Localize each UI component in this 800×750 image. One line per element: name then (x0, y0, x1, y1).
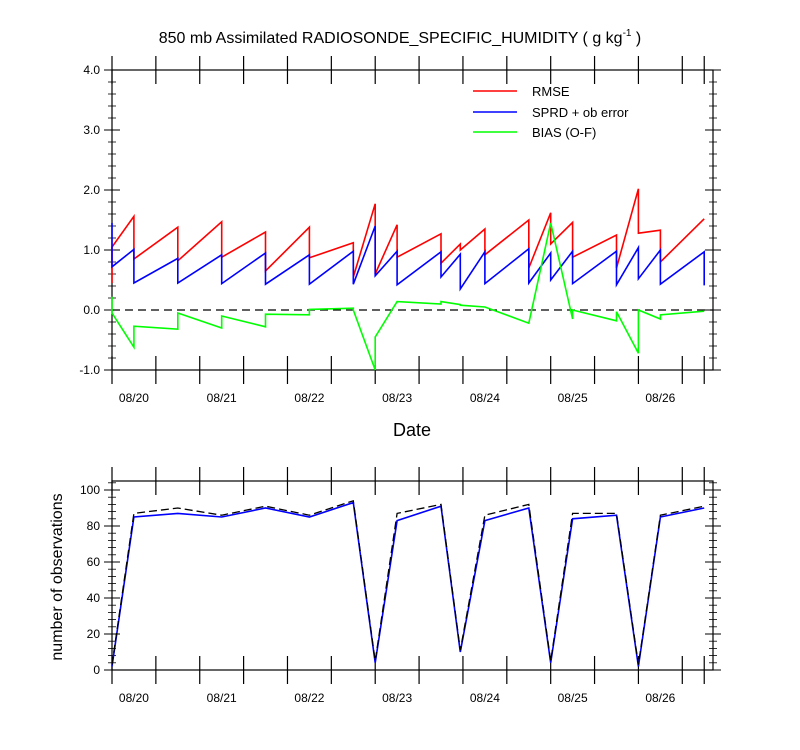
bottom-y-tick-label: 20 (87, 627, 101, 641)
top-y-tick-label: 1.0 (83, 243, 100, 257)
legend-label-bias: BIAS (O-F) (532, 125, 596, 140)
legend: RMSE SPRD + ob error BIAS (O-F) (473, 84, 629, 140)
top-y-tick-label: 2.0 (83, 183, 100, 197)
top-series-line-bias-o-f (111, 222, 705, 371)
y-axis-title-observations: number of observations (49, 493, 66, 660)
top-plot-area: -1.0 0.0 1.0 2.0 3.0 4.0 08/20 08/21 08/22 08/23 0… (79, 56, 721, 405)
bottom-x-tick-label: 08/25 (558, 691, 588, 705)
top-x-tick-label: 08/26 (645, 391, 675, 405)
bottom-y-tick-label: 0 (93, 663, 100, 677)
top-y-tick-label: 4.0 (83, 63, 100, 77)
bottom-x-tick-label: 08/20 (119, 691, 149, 705)
bottom-series-line-total (111, 499, 705, 665)
bottom-x-tick-label: 08/23 (382, 691, 412, 705)
bottom-x-tick-label: 08/22 (294, 691, 324, 705)
top-series-line-rmse (111, 188, 705, 283)
bottom-x-tick-label: 08/24 (470, 691, 500, 705)
top-x-tick-label: 08/24 (470, 391, 500, 405)
bottom-series-line-assimilated (111, 501, 705, 667)
bottom-y-tick-label: 40 (87, 591, 101, 605)
legend-label-rmse: RMSE (532, 84, 570, 99)
bottom-plot-area: 0 20 40 60 80 100 08/20 08/21 08/22 08/23 08/24 08/… (80, 467, 721, 705)
top-x-tick-label: 08/25 (558, 391, 588, 405)
top-x-tick-label: 08/21 (207, 391, 237, 405)
top-plot-frame (111, 69, 714, 371)
bottom-plot-frame (111, 480, 714, 671)
bottom-y-tick-label: 100 (80, 483, 100, 497)
top-y-tick-label: 0.0 (83, 303, 100, 317)
top-x-tick-label: 08/22 (294, 391, 324, 405)
top-series-line-sprd-ob-error (111, 223, 706, 292)
top-x-tick-label: 08/23 (382, 391, 412, 405)
top-y-tick-label: 3.0 (83, 123, 100, 137)
bottom-x-tick-label: 08/21 (207, 691, 237, 705)
title-exponent: -1 (623, 28, 632, 39)
chart-title: 850 mb Assimilated RADIOSONDE_SPECIFIC_H… (159, 28, 642, 47)
top-y-tick-label: -1.0 (79, 363, 100, 377)
x-axis-title: Date (393, 420, 431, 440)
legend-label-sprd: SPRD + ob error (532, 105, 629, 120)
bottom-y-tick-label: 60 (87, 555, 101, 569)
bottom-y-tick-label: 80 (87, 519, 101, 533)
top-x-tick-label: 08/20 (119, 391, 149, 405)
bottom-x-tick-label: 08/26 (645, 691, 675, 705)
